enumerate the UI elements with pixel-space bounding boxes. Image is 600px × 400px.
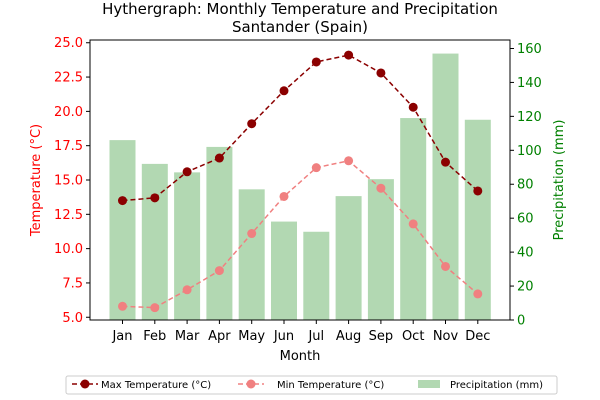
left-y-tick-label: 15.0 (54, 174, 83, 189)
left-y-tick-label: 7.5 (62, 276, 83, 291)
min-temperature-point (150, 303, 160, 313)
max-temperature-point (279, 86, 289, 96)
x-tick-label: Jan (111, 329, 132, 344)
legend-precip-label: Precipitation (mm) (450, 380, 543, 391)
x-tick-label: Oct (402, 329, 424, 344)
precipitation-bar (367, 179, 394, 320)
right-y-tick-label: 80 (517, 178, 534, 193)
left-y-axis-ticks: 5.0 7.5 10.0 12.5 15.0 17.5 20.0 22.5 25.0 (54, 36, 90, 326)
left-y-axis-label: Temperature (°C) (29, 124, 44, 237)
left-y-tick-label: 5.0 (62, 311, 83, 326)
x-tick-label: Dec (465, 329, 490, 344)
right-y-axis-ticks: 0 20 40 60 80 100 120 140 160 (510, 42, 542, 329)
min-temperature-point (473, 289, 483, 299)
x-tick-label: Sep (369, 329, 394, 344)
x-tick-label: Apr (208, 329, 231, 344)
precipitation-bar (303, 231, 330, 320)
chart-subtitle: Santander (Spain) (232, 18, 368, 36)
right-y-axis-label: Precipitation (mm) (552, 120, 567, 241)
x-axis-ticks: Jan Feb Mar Apr May Jun Jul Aug Sep Oct Nov Dec (111, 320, 490, 344)
temperature-lines (118, 50, 483, 313)
max-temperature-point (214, 153, 224, 163)
max-temperature-point (473, 186, 483, 196)
x-tick-label: Nov (433, 329, 459, 344)
max-temperature-line (122, 54, 479, 202)
min-temperature-point (247, 229, 257, 239)
left-y-tick-label: 25.0 (54, 36, 83, 51)
legend-min-marker-icon (246, 379, 256, 389)
chart-title: Hythergraph: Monthly Temperature and Pre… (102, 0, 498, 18)
precipitation-bars (109, 53, 491, 321)
min-temperature-point (182, 285, 192, 295)
left-y-tick-label: 17.5 (54, 139, 83, 154)
min-temperature-point (214, 266, 224, 276)
max-temperature-point (182, 167, 192, 177)
max-temperature-point (408, 102, 418, 112)
left-y-tick-label: 12.5 (54, 208, 83, 223)
min-temperature-point (408, 219, 418, 229)
right-y-tick-label: 140 (517, 76, 542, 91)
precipitation-bar (271, 221, 297, 320)
left-y-tick-label: 22.5 (54, 71, 83, 86)
max-temperature-point (376, 68, 386, 78)
max-temperature-point (344, 50, 354, 60)
min-temperature-point (344, 156, 354, 166)
x-tick-label: Aug (336, 329, 361, 344)
right-y-tick-label: 60 (517, 212, 534, 227)
x-tick-label: Feb (143, 329, 166, 344)
right-y-tick-label: 120 (517, 110, 542, 125)
right-y-tick-label: 40 (517, 246, 534, 261)
max-temperature-point (311, 57, 321, 67)
min-temperature-point (279, 191, 289, 201)
chart-legend: Max Temperature (°C) Min Temperature (°C… (65, 375, 558, 395)
max-temperature-point (118, 196, 127, 206)
max-temperature-point (441, 157, 450, 167)
precipitation-bar (335, 196, 362, 320)
precipitation-bar (174, 172, 201, 320)
x-tick-label: Mar (175, 329, 200, 344)
min-temperature-point (441, 261, 450, 271)
min-temperature-point (376, 183, 386, 193)
precipitation-bar (432, 53, 459, 321)
min-temperature-point (118, 301, 127, 311)
right-y-tick-label: 20 (517, 280, 534, 295)
max-temperature-point (247, 119, 257, 129)
min-temperature-line (122, 159, 479, 309)
right-y-tick-label: 0 (517, 314, 525, 329)
left-y-tick-label: 10.0 (54, 242, 83, 257)
right-y-tick-label: 160 (517, 42, 542, 57)
x-axis-label: Month (280, 349, 321, 364)
right-y-tick-label: 100 (517, 144, 542, 159)
legend-max-label: Max Temperature (°C) (101, 380, 211, 391)
precipitation-bar (206, 146, 233, 320)
precipitation-bar (238, 189, 265, 320)
max-temperature-point (150, 193, 160, 203)
x-tick-label: May (238, 329, 265, 344)
x-tick-label: Jun (273, 329, 294, 344)
legend-precip-swatch-icon (418, 380, 440, 388)
legend-min-label: Min Temperature (°C) (277, 380, 384, 391)
legend-max-marker-icon (80, 379, 90, 389)
min-temperature-point (311, 163, 321, 173)
precipitation-bar (141, 163, 168, 320)
left-y-tick-label: 20.0 (54, 105, 83, 120)
precipitation-bar (109, 140, 136, 320)
x-tick-label: Jul (307, 329, 324, 344)
precipitation-bar (400, 118, 427, 320)
